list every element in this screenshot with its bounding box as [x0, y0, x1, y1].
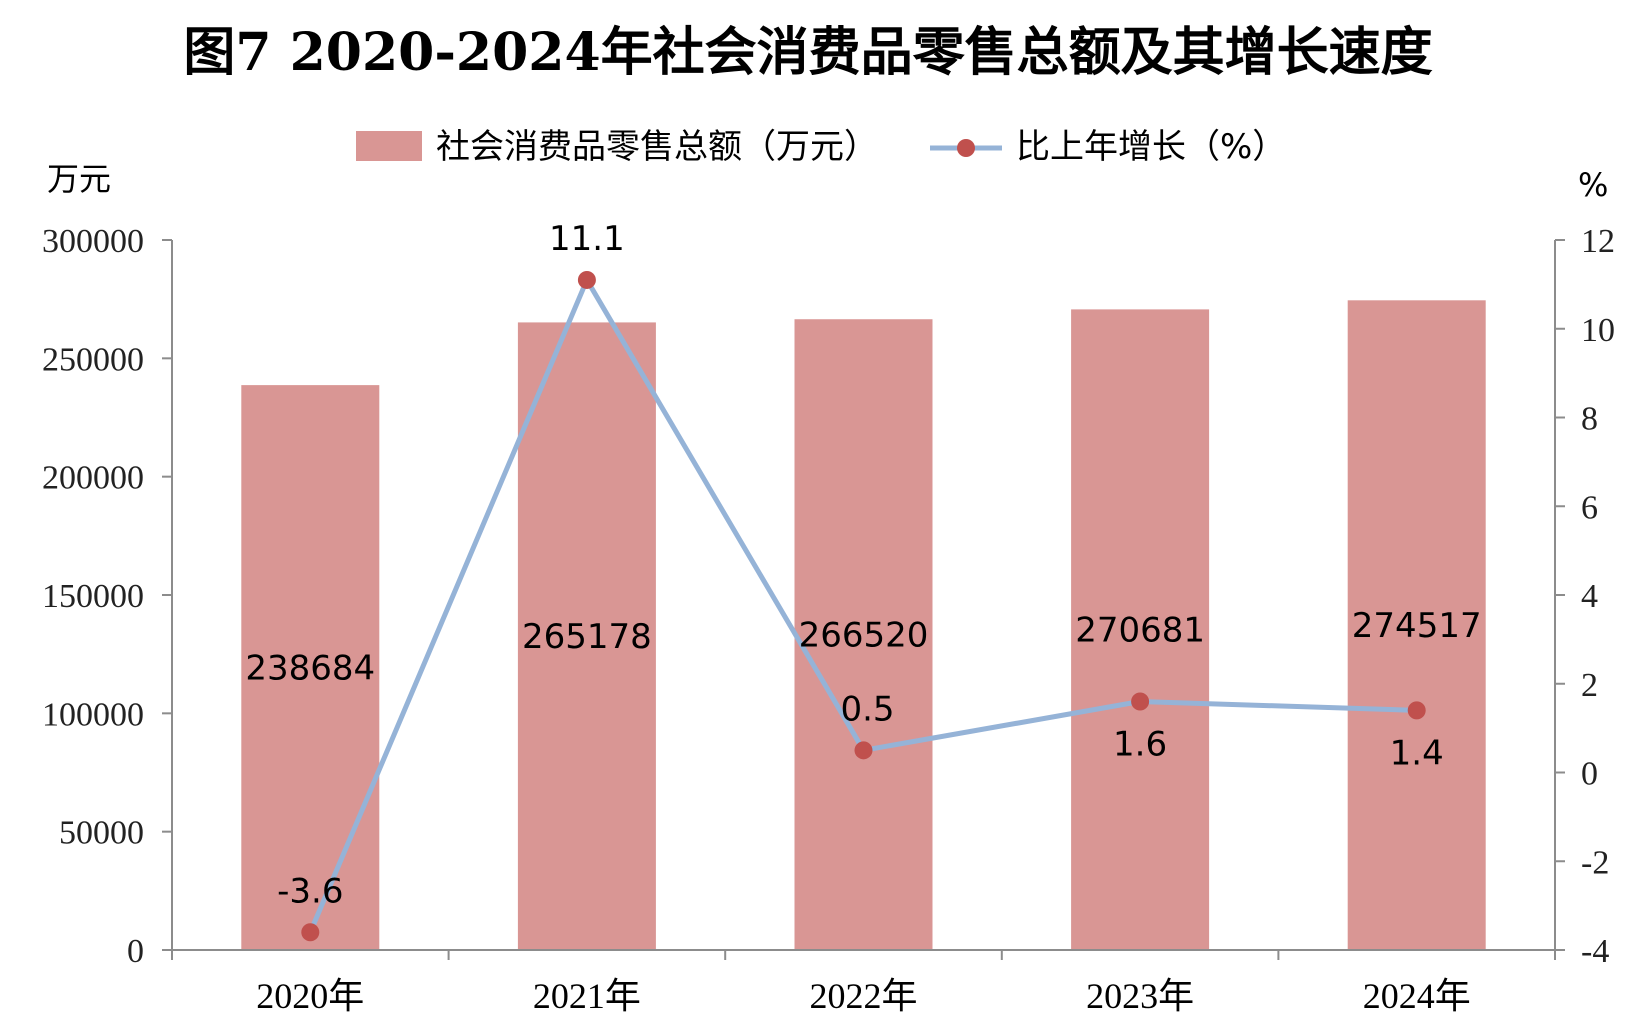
- growth-point-2021年: [577, 270, 596, 289]
- legend-bar-swatch: [356, 131, 422, 161]
- bars-group: [241, 300, 1486, 951]
- growth-value-label: 11.1: [549, 219, 625, 259]
- x-tick-label: 2022年: [809, 976, 917, 1016]
- labels-group: 238684 265178 266520 270681 274517 -3.6 11.1 0.…: [245, 219, 1481, 911]
- growth-point-2024年: [1407, 701, 1426, 720]
- right-tick-label: 8: [1581, 401, 1598, 438]
- legend-line-label: 比上年增长（%）: [1016, 127, 1286, 167]
- bar-2020年: [241, 385, 380, 951]
- axes-group: 0 50000 100000 150000 200000 250000 300000 -4 -2…: [42, 223, 1615, 1016]
- legend-bar-label: 社会消费品零售总额（万元）: [436, 127, 878, 167]
- bar-value-label: 270681: [1075, 611, 1205, 651]
- right-tick-label: 0: [1581, 756, 1598, 793]
- right-tick-label: 10: [1581, 312, 1615, 349]
- left-axis-unit: 万元: [47, 160, 111, 198]
- right-tick-label: 4: [1581, 578, 1598, 615]
- right-tick-label: 2: [1581, 667, 1598, 704]
- bar-2024年: [1347, 300, 1486, 950]
- x-tick-label: 2023年: [1086, 976, 1194, 1016]
- x-tick-label: 2024年: [1363, 976, 1471, 1016]
- bar-2022年: [794, 319, 933, 951]
- chart-title: 图7 2020-2024年社会消费品零售总额及其增长速度: [183, 22, 1432, 83]
- left-tick-label: 200000: [42, 460, 144, 497]
- growth-point-2020年: [301, 923, 320, 942]
- growth-point-2022年: [854, 741, 873, 760]
- bar-value-label: 238684: [245, 649, 375, 689]
- legend-line-marker: [957, 139, 975, 157]
- bar-value-label: 266520: [799, 616, 929, 656]
- left-tick-label: 100000: [42, 696, 144, 733]
- right-tick-label: -4: [1581, 933, 1609, 970]
- right-tick-label: 12: [1581, 223, 1615, 260]
- bar-2021年: [517, 322, 656, 950]
- growth-value-label: -3.6: [277, 871, 343, 911]
- growth-value-label: 1.4: [1390, 733, 1444, 773]
- left-tick-label: 250000: [42, 341, 144, 378]
- bar-2023年: [1071, 309, 1210, 950]
- right-tick-label: 6: [1581, 489, 1598, 526]
- bar-value-label: 265178: [522, 617, 652, 657]
- left-tick-label: 150000: [42, 578, 144, 615]
- growth-point-2023年: [1131, 692, 1150, 711]
- legend: 社会消费品零售总额（万元） 比上年增长（%）: [356, 127, 1286, 167]
- x-tick-label: 2021年: [533, 976, 641, 1016]
- x-tick-label: 2020年: [256, 976, 364, 1016]
- growth-line-group: [301, 270, 1426, 942]
- left-tick-label: 0: [127, 933, 144, 970]
- left-tick-label: 300000: [42, 223, 144, 260]
- growth-value-label: 0.5: [840, 689, 894, 729]
- bar-value-label: 274517: [1352, 606, 1482, 646]
- right-tick-label: -2: [1581, 844, 1609, 881]
- right-axis-unit: %: [1578, 166, 1608, 204]
- growth-value-label: 1.6: [1113, 725, 1167, 765]
- left-tick-label: 50000: [59, 815, 144, 852]
